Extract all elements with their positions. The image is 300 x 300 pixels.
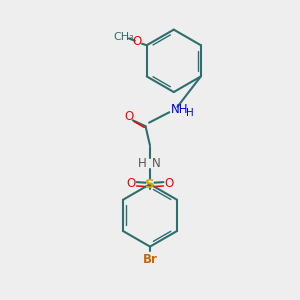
Text: O: O — [132, 35, 142, 48]
Text: Br: Br — [142, 253, 158, 266]
Text: S: S — [145, 178, 155, 191]
Text: H: H — [186, 108, 194, 118]
Text: O: O — [164, 177, 173, 190]
Text: CH₃: CH₃ — [114, 32, 134, 42]
Text: O: O — [127, 177, 136, 190]
Text: N: N — [152, 157, 160, 170]
Text: H: H — [138, 157, 146, 170]
Text: NH: NH — [171, 103, 188, 116]
Text: O: O — [124, 110, 134, 123]
